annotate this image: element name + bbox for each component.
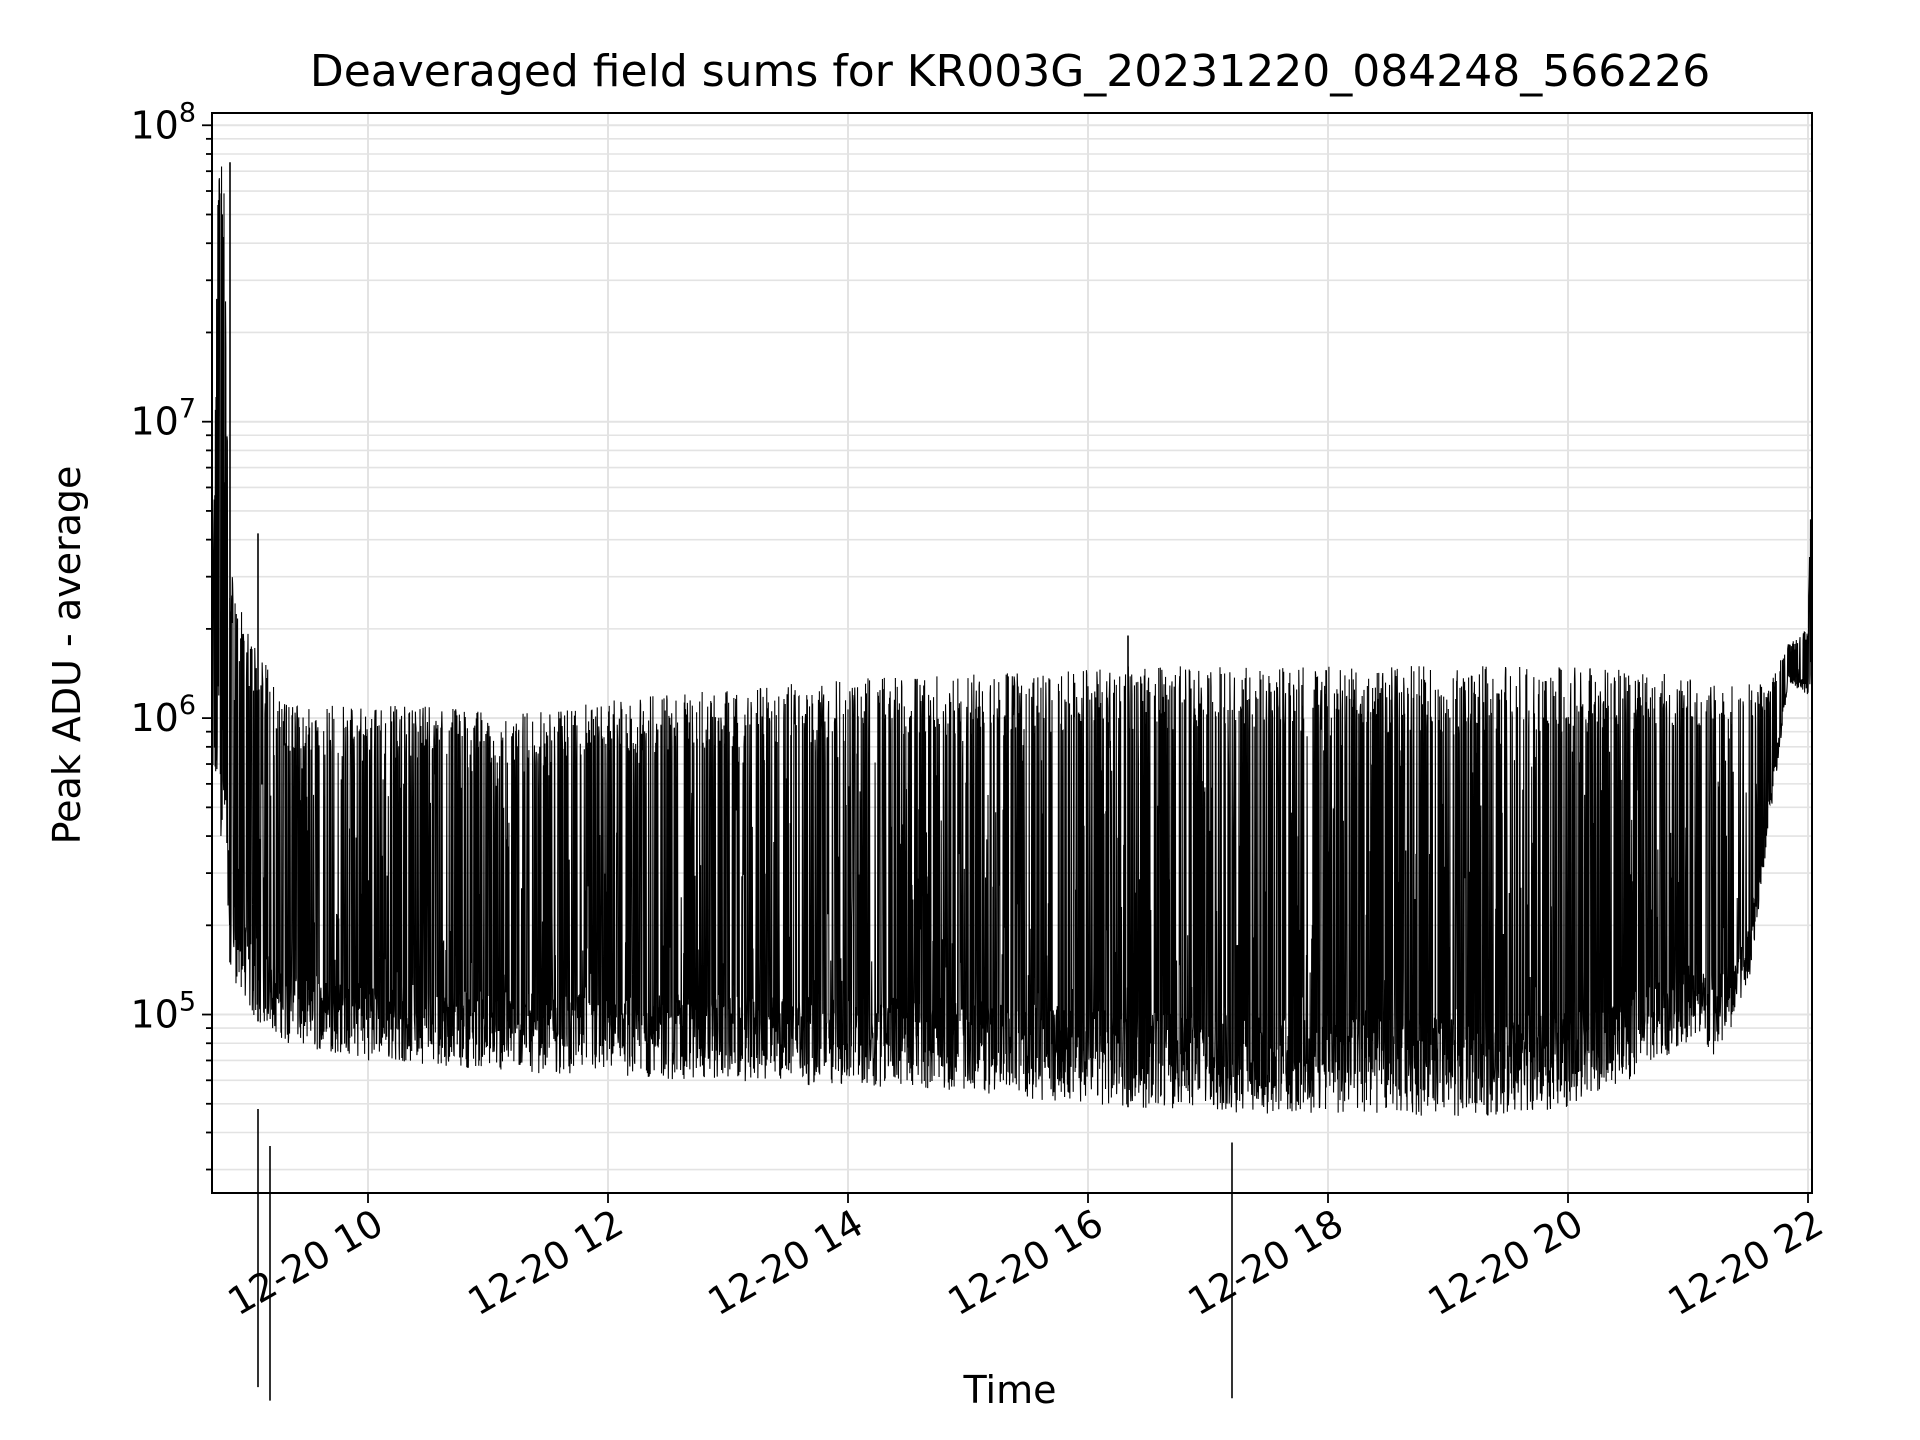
y-tick-label: 106 [130,690,196,740]
data-line [211,166,1813,1117]
x-axis-label: Time [963,1368,1057,1412]
plot-frame [211,112,1813,1194]
y-tick-label: 108 [130,97,196,147]
y-axis-label: Peak ADU - average [45,466,89,845]
y-tick-label: 105 [130,987,196,1037]
chart-title: Deaveraged field sums for KR003G_2023122… [310,46,1710,97]
y-tick-label: 107 [130,394,196,444]
tick-marks [202,124,1809,1203]
